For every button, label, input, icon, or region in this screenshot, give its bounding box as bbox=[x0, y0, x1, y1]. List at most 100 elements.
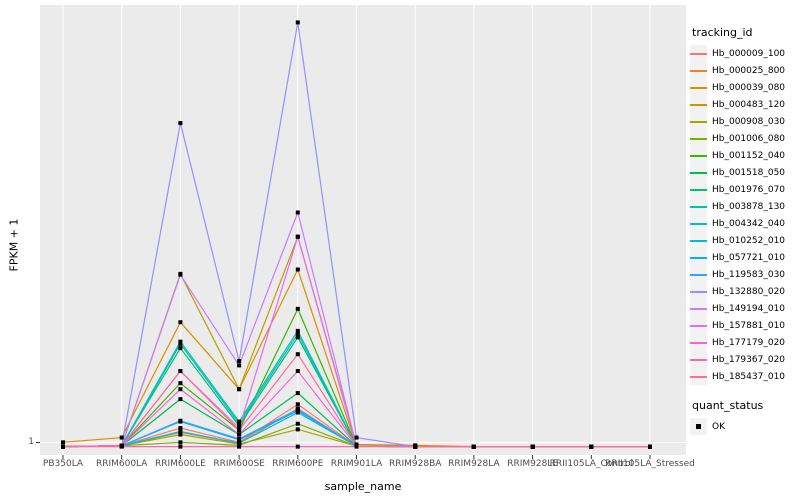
data-point bbox=[178, 381, 183, 386]
legend-line-icon bbox=[690, 273, 707, 276]
data-point bbox=[295, 421, 300, 426]
data-point bbox=[354, 435, 359, 440]
data-point bbox=[237, 444, 242, 449]
data-point bbox=[295, 391, 300, 396]
legend-line-icon bbox=[690, 52, 707, 55]
x-tick-label: RRIM928BA bbox=[388, 459, 442, 469]
data-point bbox=[178, 341, 183, 346]
x-tick-label: RRIM600LA bbox=[95, 459, 148, 469]
legend-items-tracking-id: Hb_000009_100 Hb_000025_800 Hb_000039_080 H… bbox=[690, 45, 800, 385]
legend-item-label: Hb_132880_020 bbox=[712, 286, 786, 297]
legend-item-label: Hb_010252_010 bbox=[712, 235, 786, 246]
data-point bbox=[648, 444, 652, 449]
legend-key-swatch bbox=[690, 45, 707, 62]
legend-item-label: Hb_001976_070 bbox=[712, 184, 786, 195]
data-point bbox=[295, 369, 300, 374]
legend-key-swatch bbox=[690, 300, 707, 317]
data-point bbox=[178, 429, 183, 434]
panel-background bbox=[40, 5, 686, 455]
data-point bbox=[295, 407, 300, 412]
legend-item-label: Hb_001006_080 bbox=[712, 133, 786, 144]
point-marker-icon bbox=[696, 424, 701, 429]
legend-item-label: Hb_003878_130 bbox=[712, 201, 786, 212]
legend-key-swatch bbox=[690, 164, 707, 181]
data-point bbox=[295, 402, 300, 407]
y-tick-label: 1 bbox=[28, 437, 34, 447]
data-point bbox=[295, 331, 300, 336]
legend-key-swatch bbox=[690, 368, 707, 385]
legend-key-swatch bbox=[690, 79, 707, 96]
legend-key-swatch bbox=[690, 418, 707, 435]
y-axis-title: FPKM + 1 bbox=[7, 218, 21, 272]
legend-line-icon bbox=[690, 239, 707, 242]
legend-line-icon bbox=[690, 171, 707, 174]
legend-item-label: Hb_119583_030 bbox=[712, 269, 786, 280]
data-point bbox=[61, 440, 65, 445]
legend-item-label: Hb_177179_020 bbox=[712, 337, 786, 348]
legend-key-swatch bbox=[690, 351, 707, 368]
data-point bbox=[237, 363, 242, 368]
legend-item-label: Hb_004342_040 bbox=[712, 218, 786, 229]
data-point bbox=[530, 444, 535, 449]
legend-key-swatch bbox=[690, 96, 707, 113]
x-tick-label: RRIM600LE bbox=[154, 459, 206, 469]
legend-line-icon bbox=[690, 290, 707, 293]
data-point bbox=[178, 346, 183, 351]
data-point bbox=[178, 121, 183, 126]
data-point bbox=[178, 440, 183, 445]
legend-item: Hb_179367_020 bbox=[690, 351, 800, 368]
legend-key-swatch bbox=[690, 181, 707, 198]
data-point bbox=[178, 444, 183, 449]
legend-item: Hb_000039_080 bbox=[690, 79, 800, 96]
data-point bbox=[237, 359, 242, 364]
legend-line-icon bbox=[690, 324, 707, 327]
data-point bbox=[295, 20, 300, 25]
legend-item-ok: OK bbox=[690, 418, 800, 435]
legend-quant-status: quant_status OK bbox=[690, 399, 800, 435]
legend-line-icon bbox=[690, 137, 707, 140]
legend-key-swatch bbox=[690, 130, 707, 147]
legend-item: Hb_000483_120 bbox=[690, 96, 800, 113]
legend-item-label: Hb_179367_020 bbox=[712, 354, 786, 365]
legend-key-swatch bbox=[690, 198, 707, 215]
legend-line-icon bbox=[690, 256, 707, 259]
x-tick-label: RRIM600PE bbox=[272, 459, 324, 469]
legend-item: Hb_001152_040 bbox=[690, 147, 800, 164]
data-point bbox=[413, 444, 418, 449]
x-tick-label: RRIM901LA bbox=[330, 459, 383, 469]
data-point bbox=[237, 423, 242, 428]
legend-item: Hb_177179_020 bbox=[690, 334, 800, 351]
legend-line-icon bbox=[690, 358, 707, 361]
legend-key-swatch bbox=[690, 266, 707, 283]
legend-item-label: Hb_057721_010 bbox=[712, 252, 786, 263]
legend-item: Hb_185437_010 bbox=[690, 368, 800, 385]
legend-item-label: Hb_000483_120 bbox=[712, 99, 786, 110]
legend-line-icon bbox=[690, 307, 707, 310]
legend-item-label: Hb_000009_100 bbox=[712, 48, 786, 59]
legend-item: Hb_119583_030 bbox=[690, 266, 800, 283]
legend-item: Hb_157881_010 bbox=[690, 317, 800, 334]
legend-title-tracking-id: tracking_id bbox=[692, 26, 753, 39]
data-point bbox=[295, 335, 300, 340]
legend-item-label: Hb_001518_050 bbox=[712, 167, 786, 178]
data-point bbox=[237, 419, 242, 424]
legend-item-label: Hb_001152_040 bbox=[712, 150, 786, 161]
data-point bbox=[295, 352, 300, 357]
data-point bbox=[354, 444, 359, 449]
data-point bbox=[471, 444, 476, 449]
data-point bbox=[119, 435, 124, 440]
x-tick-label: RRII105LA_Control bbox=[549, 459, 633, 469]
x-tick-label: RRIM928LE bbox=[507, 459, 558, 469]
legend-item-label: Hb_000908_030 bbox=[712, 116, 786, 127]
data-point bbox=[178, 426, 183, 431]
data-point bbox=[295, 427, 300, 432]
legend-title-quant-status: quant_status bbox=[692, 399, 764, 412]
legend-key-swatch bbox=[690, 147, 707, 164]
legend-key-swatch bbox=[690, 113, 707, 130]
legend-line-icon bbox=[690, 154, 707, 157]
legend-item: Hb_132880_020 bbox=[690, 283, 800, 300]
data-point bbox=[178, 418, 183, 423]
data-point bbox=[237, 432, 242, 437]
data-point bbox=[295, 328, 300, 333]
